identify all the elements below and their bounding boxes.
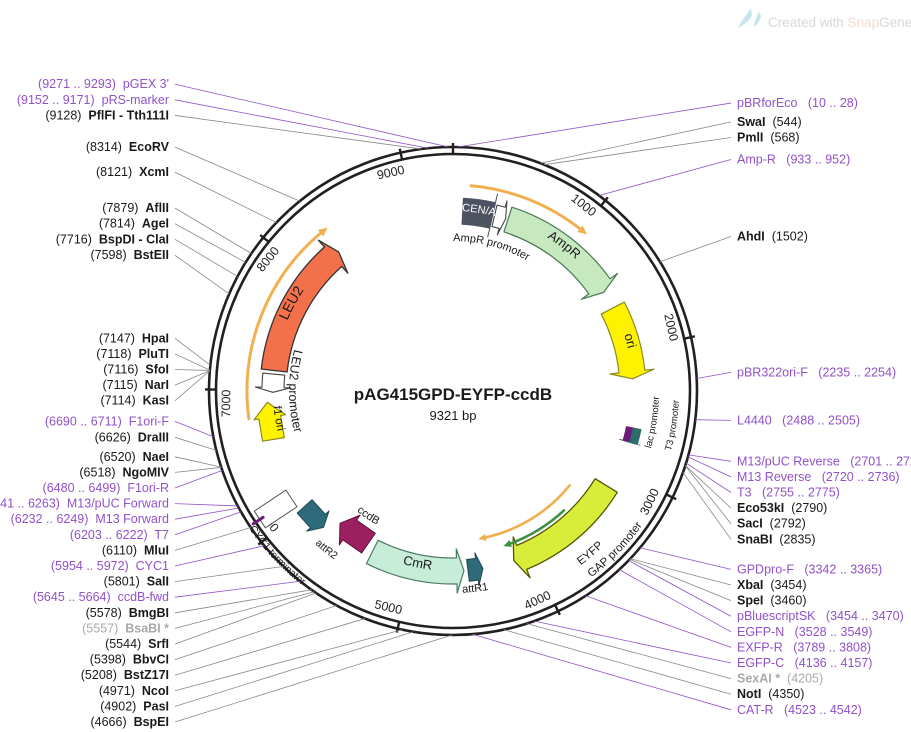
svg-text:(8121) XcmI: (8121) XcmI xyxy=(96,165,169,179)
svg-text:Eco53kI (2790): Eco53kI (2790) xyxy=(737,501,827,515)
svg-text:(7114) KasI: (7114) KasI xyxy=(100,394,169,408)
svg-text:(6203 .. 6222) T7: (6203 .. 6222) T7 xyxy=(70,528,169,542)
svg-text:L4440 (2488 .. 2505): L4440 (2488 .. 2505) xyxy=(737,413,860,427)
svg-text:(7716) BspDI - ClaI: (7716) BspDI - ClaI xyxy=(56,232,169,246)
svg-text:(4902) PasI: (4902) PasI xyxy=(100,699,169,713)
svg-text:NotI (4350): NotI (4350) xyxy=(737,687,804,701)
svg-text:EXFP-R (3789 .. 3808): EXFP-R (3789 .. 3808) xyxy=(737,640,871,654)
svg-text:(9152 .. 9171) pRS-marker: (9152 .. 9171) pRS-marker xyxy=(17,93,169,107)
svg-text:(5954 .. 5972) CYC1: (5954 .. 5972) CYC1 xyxy=(51,559,169,573)
svg-text:pBR322ori-F (2235 .. 2254): pBR322ori-F (2235 .. 2254) xyxy=(737,365,896,379)
svg-text:SacI (2792): SacI (2792) xyxy=(737,517,806,531)
svg-text:M13/pUC Reverse (2701 .. 272: M13/pUC Reverse (2701 .. 2723) xyxy=(737,454,911,468)
svg-text:SexAI * (4205): SexAI * (4205) xyxy=(737,672,823,686)
svg-text:(5544) SrfI: (5544) SrfI xyxy=(105,637,169,651)
svg-text:XbaI (3454): XbaI (3454) xyxy=(737,578,807,592)
svg-text:(4666) BspEI: (4666) BspEI xyxy=(90,715,169,729)
svg-text:(7115) NarI: (7115) NarI xyxy=(103,378,169,392)
svg-text:(9128) PflFI - Tth111I: (9128) PflFI - Tth111I xyxy=(45,108,169,122)
svg-text:(5557) BsaBI *: (5557) BsaBI * xyxy=(82,621,169,635)
svg-text:AhdI (1502): AhdI (1502) xyxy=(737,230,808,244)
svg-text:(5801) SalI: (5801) SalI xyxy=(104,575,169,589)
svg-text:(6520) NaeI: (6520) NaeI xyxy=(100,450,170,464)
svg-text:(8314) EcoRV: (8314) EcoRV xyxy=(86,140,170,154)
svg-text:T3 (2755 .. 2775): T3 (2755 .. 2775) xyxy=(737,486,840,500)
svg-text:(6110) MluI: (6110) MluI xyxy=(102,543,169,557)
svg-text:EGFP-N (3528 .. 3549): EGFP-N (3528 .. 3549) xyxy=(737,625,872,639)
svg-text:pBRforEco (10 .. 28): pBRforEco (10 .. 28) xyxy=(737,96,858,110)
svg-text:SwaI (544): SwaI (544) xyxy=(737,115,802,129)
svg-text:Amp-R (933 .. 952): Amp-R (933 .. 952) xyxy=(737,153,850,167)
svg-text:PmlI (568): PmlI (568) xyxy=(737,130,800,144)
svg-text:(7814) AgeI: (7814) AgeI xyxy=(99,217,169,231)
svg-text:(6690 .. 6711) F1ori-F: (6690 .. 6711) F1ori-F xyxy=(45,414,169,428)
svg-text:7000: 7000 xyxy=(219,389,233,417)
svg-text:M13 Reverse (2720 .. 2736): M13 Reverse (2720 .. 2736) xyxy=(737,470,900,484)
svg-text:(6626) DraIII: (6626) DraIII xyxy=(95,430,169,444)
svg-text:(6480 .. 6499) F1ori-R: (6480 .. 6499) F1ori-R xyxy=(43,481,169,495)
svg-text:(5645 .. 5664) ccdB-fwd: (5645 .. 5664) ccdB-fwd xyxy=(33,590,169,604)
svg-text:(9271 .. 9293) pGEX 3': (9271 .. 9293) pGEX 3' xyxy=(38,77,169,91)
svg-text:(6518) NgoMIV: (6518) NgoMIV xyxy=(79,465,169,479)
svg-text:GPDpro-F (3342 .. 3365): GPDpro-F (3342 .. 3365) xyxy=(737,562,882,576)
svg-text:9321 bp: 9321 bp xyxy=(430,408,477,423)
svg-text:(7879) AflII: (7879) AflII xyxy=(102,201,169,215)
svg-text:CAT-R (4523 .. 4542): CAT-R (4523 .. 4542) xyxy=(737,703,862,717)
svg-text:(7116) SfoI: (7116) SfoI xyxy=(103,363,169,377)
svg-text:(7598) BstEII: (7598) BstEII xyxy=(90,248,169,262)
svg-text:(5578) BmgBI: (5578) BmgBI xyxy=(86,606,169,620)
svg-text:(7118) PluTI: (7118) PluTI xyxy=(96,347,169,361)
svg-text:EGFP-C (4136 .. 4157): EGFP-C (4136 .. 4157) xyxy=(737,656,872,670)
svg-text:pBluescriptSK (3454 .. 3470): pBluescriptSK (3454 .. 3470) xyxy=(737,609,904,623)
svg-text:(7147) HpaI: (7147) HpaI xyxy=(99,331,169,345)
svg-text:(6232 .. 6249) M13 Forward: (6232 .. 6249) M13 Forward xyxy=(11,512,169,526)
svg-text:pAG415GPD-EYFP-ccdB: pAG415GPD-EYFP-ccdB xyxy=(354,385,552,404)
svg-text:(4971) NcoI: (4971) NcoI xyxy=(99,684,169,698)
svg-text:(6241 .. 6263) M13/pUC Forwar: (6241 .. 6263) M13/pUC Forward xyxy=(0,497,169,511)
svg-text:SpeI (3460): SpeI (3460) xyxy=(737,594,807,608)
svg-text:Created with SnapGene®: Created with SnapGene® xyxy=(768,14,911,30)
svg-text:SnaBI (2835): SnaBI (2835) xyxy=(737,532,816,546)
svg-text:(5398) BbvCI: (5398) BbvCI xyxy=(90,653,169,667)
svg-text:(5208) BstZ17I: (5208) BstZ17I xyxy=(81,668,169,682)
